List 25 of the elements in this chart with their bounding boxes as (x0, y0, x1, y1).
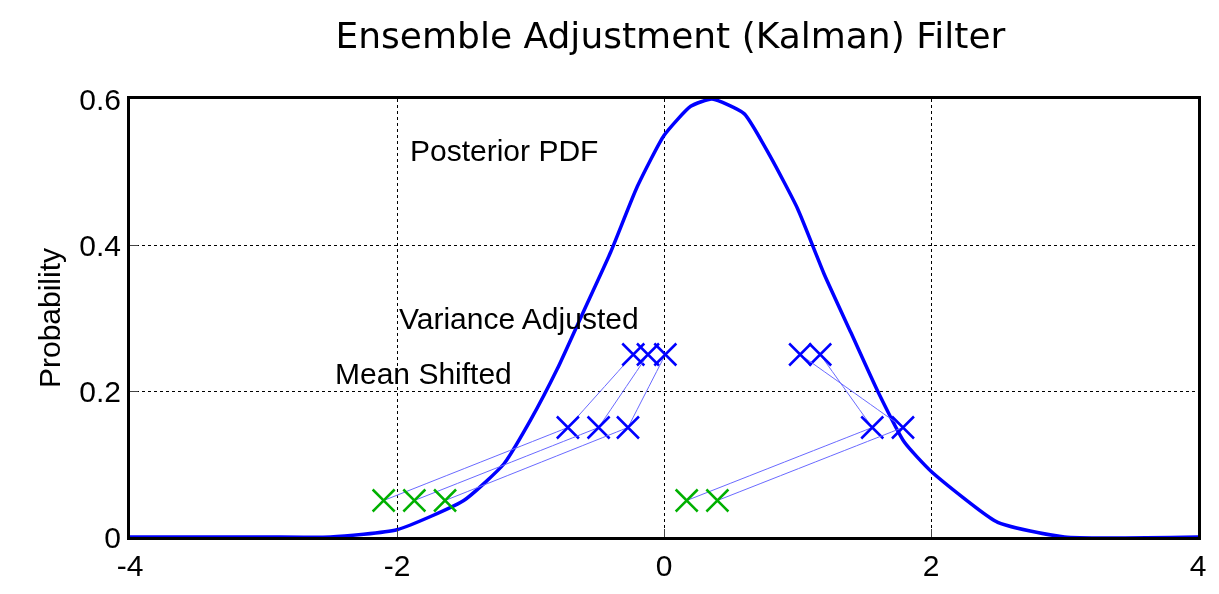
point (402, 488, 427, 513)
y-tick-label: 0.4 (79, 228, 121, 262)
chart-title: Ensemble Adjustment (Kalman) Filter (335, 15, 1006, 57)
x-tick-label: 2 (922, 549, 940, 582)
point (705, 488, 730, 513)
point (615, 415, 641, 440)
annotation: Posterior PDF (410, 134, 599, 167)
x-tick-label: -2 (383, 549, 411, 582)
point (371, 488, 396, 513)
x-tick-label: 4 (1189, 549, 1207, 582)
line-series (130, 99, 1198, 537)
point (621, 342, 646, 367)
point (674, 488, 699, 513)
x-tick-label: 0 (655, 549, 673, 582)
point (890, 415, 916, 440)
point (860, 415, 885, 440)
point (555, 415, 581, 440)
y-tick-label: 0.2 (79, 374, 121, 408)
point (586, 415, 611, 440)
point (653, 342, 678, 367)
y-axis-title: Probability (33, 247, 67, 389)
point (432, 488, 458, 513)
point (635, 342, 661, 367)
y-tick-label: 0.6 (79, 82, 121, 116)
annotation: Mean Shifted (335, 357, 512, 390)
